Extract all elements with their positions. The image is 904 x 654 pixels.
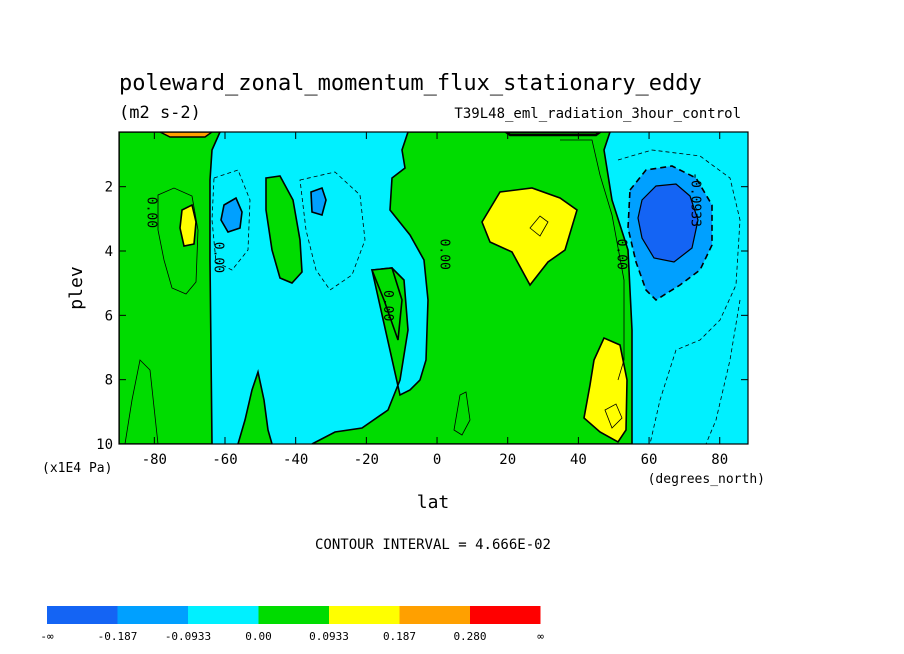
colorbar-swatch xyxy=(117,606,188,624)
contour-labels: 0.00 0.00 0.00 0.00 0.00 -0.0933 xyxy=(143,172,702,321)
region-positive-sh xyxy=(119,132,221,444)
colorbar-label: -0.187 xyxy=(98,630,138,643)
region-positive-sh-strip xyxy=(237,368,273,444)
colorbar-label: 0.00 xyxy=(245,630,272,643)
plot-area: 0.00 0.00 0.00 0.00 0.00 -0.0933 xyxy=(118,131,749,445)
chart-title: poleward_zonal_momentum_flux_stationary_… xyxy=(119,71,702,96)
region-positive-center-patch xyxy=(370,267,403,341)
contour-line xyxy=(453,391,471,436)
colorbar-swatch xyxy=(188,606,259,624)
x-axis-units: (degrees_north) xyxy=(648,472,765,487)
contour-line xyxy=(604,403,623,429)
x-tick-label: -80 xyxy=(142,452,167,468)
colorbar-swatch xyxy=(329,606,400,624)
y-tick-label: 4 xyxy=(105,244,113,260)
x-tick-label: 40 xyxy=(570,452,587,468)
colorbar-swatch xyxy=(399,606,470,624)
region-negative-small-mid xyxy=(310,186,327,217)
region-positive-yellow-nh-lower xyxy=(583,336,628,444)
y-axis: 2 4 6 8 10 xyxy=(96,180,748,453)
region-negative-nh-core xyxy=(637,183,699,263)
x-tick-label: 0 xyxy=(433,452,441,468)
y-axis-units: (x1E4 Pa) xyxy=(42,461,112,476)
colorbar-label: -∞ xyxy=(40,630,54,643)
contour-label: 0.00 xyxy=(437,239,452,270)
colorbar-swatch xyxy=(258,606,329,624)
contour-label: 0.00 xyxy=(613,239,628,270)
x-tick-label: -60 xyxy=(212,452,237,468)
chart-subtitle: T39L48_eml_radiation_3hour_control xyxy=(454,106,741,122)
region-positive-yellow-sh xyxy=(179,203,197,247)
contour-label: 0.00 xyxy=(380,290,395,321)
colorbar: -∞ -0.187 -0.0933 0.00 0.0933 0.187 0.280 ∞ xyxy=(40,606,544,643)
x-axis-label: lat xyxy=(417,492,450,513)
colorbar-label: 0.0933 xyxy=(309,630,349,643)
colorbar-swatch xyxy=(470,606,541,624)
region-negative-small-sh xyxy=(220,196,243,233)
colorbar-swatch xyxy=(47,606,118,624)
y-tick-label: 6 xyxy=(105,308,113,324)
x-axis: -80 -60 -40 -20 0 20 40 60 80 xyxy=(142,132,728,468)
contour-line xyxy=(560,139,625,381)
contour-interval: CONTOUR INTERVAL = 4.666E-02 xyxy=(315,537,551,553)
region-positive-yellow-nh-upper xyxy=(481,187,578,287)
y-tick-label: 2 xyxy=(105,180,113,196)
chart-units: (m2 s-2) xyxy=(119,103,201,123)
contour-label: -0.0933 xyxy=(687,172,702,227)
y-axis-label: plev xyxy=(66,266,87,309)
colorbar-label: ∞ xyxy=(537,630,544,643)
contour-line xyxy=(124,359,159,444)
region-positive-top-center xyxy=(503,132,603,137)
x-tick-label: -40 xyxy=(283,452,308,468)
region-positive-top xyxy=(159,132,214,138)
colorbar-label: -0.0933 xyxy=(165,630,211,643)
x-tick-label: 20 xyxy=(499,452,516,468)
y-tick-label: 8 xyxy=(105,373,113,389)
y-tick-label: 10 xyxy=(96,437,113,453)
contour-label: 0.00 xyxy=(210,242,225,273)
contour-line xyxy=(529,215,549,237)
contour-line-dashed xyxy=(211,169,251,271)
colorbar-label: 0.187 xyxy=(383,630,416,643)
contour-line-dashed xyxy=(705,299,741,444)
x-tick-label: -20 xyxy=(354,452,379,468)
plot-frame xyxy=(118,131,749,445)
contour-label: 0.00 xyxy=(143,197,158,228)
x-tick-label: 80 xyxy=(711,452,728,468)
contour-line-dashed xyxy=(299,171,366,291)
contour-line xyxy=(157,187,199,295)
colorbar-label: 0.280 xyxy=(453,630,486,643)
contour-line-dashed xyxy=(617,149,741,444)
x-tick-label: 60 xyxy=(641,452,658,468)
region-positive-mid xyxy=(265,175,303,284)
